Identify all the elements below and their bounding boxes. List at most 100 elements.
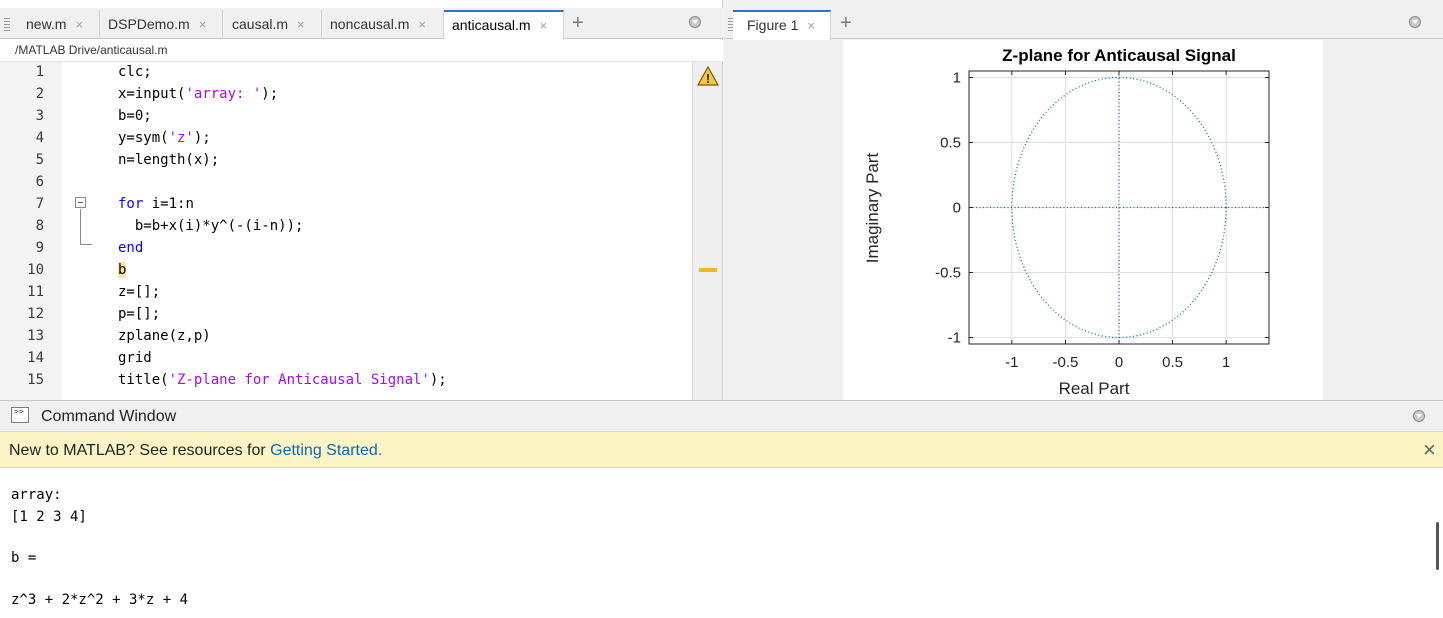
warning-icon[interactable]: ! [697, 66, 719, 86]
figure-menu-icon[interactable] [1409, 16, 1421, 28]
command-output-line: z^3 + 2*z^2 + 3*z + 4 [11, 592, 189, 608]
code-line-12[interactable]: p=[]; [118, 306, 160, 322]
tick-layer: -1 -0.5 0 0.5 1 1 0.5 0 -0.5 -1 [935, 70, 1269, 371]
fold-guide-end [80, 244, 92, 245]
code-line-7[interactable]: for i=1:n [118, 196, 194, 212]
y-tick-label: 0.5 [940, 135, 961, 152]
plot-layer [969, 71, 1269, 344]
editor-panel: new.m × DSPDemo.m × causal.m × noncausal.m ×… [0, 0, 723, 400]
code-text: n=length(x); [118, 152, 220, 168]
code-line-4[interactable]: y=sym('z'); [118, 130, 211, 146]
collapse-icon[interactable] [75, 197, 86, 208]
line-number: 8 [35, 218, 44, 234]
command-output-line: b = [11, 550, 37, 566]
line-number: 5 [35, 152, 44, 168]
code-text: title( [118, 372, 169, 388]
line-number: 3 [35, 108, 44, 124]
code-string: 'array: ' [185, 86, 262, 102]
command-window-title: Command Window [41, 408, 177, 425]
command-output-line: array: [11, 487, 62, 503]
getting-started-link[interactable]: Getting Started [270, 442, 378, 459]
code-string: 'z' [168, 130, 194, 146]
line-number: 12 [27, 306, 44, 322]
line-number: 2 [35, 86, 44, 102]
code-analyzer-bar [692, 62, 722, 400]
code-line-3[interactable]: b=0; [118, 108, 152, 124]
tab-figure-1[interactable]: Figure 1 × [733, 10, 831, 40]
tab-label: DSPDemo.m [108, 16, 190, 32]
code-line-15[interactable]: title('Z-plane for Anticausal Signal'); [118, 372, 447, 388]
x-tick-label: -0.5 [1052, 354, 1078, 371]
code-line-5[interactable]: n=length(x); [118, 152, 219, 168]
x-tick-label: 0 [1115, 354, 1123, 371]
code-line-1[interactable]: clc; [118, 64, 152, 80]
code-line-8[interactable]: b=b+x(i)*y^(-(i-n)); [118, 218, 304, 234]
tab-anticausal-m[interactable]: anticausal.m × [444, 10, 564, 40]
close-icon[interactable]: × [539, 18, 548, 33]
tab-label: anticausal.m [452, 17, 531, 33]
zplane-chart[interactable]: -1 -0.5 0 0.5 1 1 0.5 0 -0.5 -1 Z-plane for Antic… [843, 40, 1323, 400]
line-number: 4 [35, 130, 44, 146]
code-text: ); [429, 372, 447, 388]
line-number: 6 [35, 174, 44, 190]
line-number: 13 [27, 328, 44, 344]
tab-new-m[interactable]: new.m × [18, 10, 100, 39]
figure-canvas: -1 -0.5 0 0.5 1 1 0.5 0 -0.5 -1 Z-plane for Antic… [843, 40, 1323, 400]
close-icon[interactable]: × [75, 17, 84, 32]
y-tick-label: -1 [948, 330, 961, 347]
code-text: i=1:n [143, 196, 194, 212]
tab-noncausal-m[interactable]: noncausal.m × [322, 10, 444, 39]
code-text: grid [118, 350, 152, 366]
line-number: 15 [27, 372, 44, 388]
warning-glyph: ! [706, 71, 710, 86]
x-tick-label: 0.5 [1162, 354, 1183, 371]
code-line-10[interactable]: b [118, 262, 127, 278]
tab-label: causal.m [232, 16, 289, 32]
command-window-scrollbar[interactable] [1436, 522, 1439, 570]
code-text: ); [261, 86, 279, 102]
code-text: x=input( [118, 86, 186, 102]
tab-grip-icon[interactable] [728, 18, 734, 32]
code-text: ); [193, 130, 211, 146]
close-icon[interactable]: × [297, 17, 305, 32]
line-number: 9 [35, 240, 44, 256]
tab-causal-m[interactable]: causal.m × [224, 10, 322, 39]
code-line-11[interactable]: z=[]; [118, 284, 160, 300]
tab-label: new.m [26, 16, 67, 32]
tab-label: noncausal.m [330, 16, 410, 32]
code-line-14[interactable]: grid [118, 350, 152, 366]
code-string: 'Z-plane for Anticausal Signal' [168, 372, 430, 388]
close-icon[interactable]: × [807, 18, 815, 33]
editor-menu-icon[interactable] [689, 16, 701, 28]
tab-grip-icon[interactable] [4, 18, 10, 32]
y-tick-label: 1 [953, 70, 961, 87]
banner-close-icon[interactable]: × [1423, 437, 1436, 462]
close-icon[interactable]: × [198, 17, 207, 32]
code-line-9[interactable]: end [118, 240, 143, 256]
close-icon[interactable]: × [418, 17, 426, 32]
code-keyword: end [118, 240, 144, 256]
command-window-icon: >> [11, 407, 29, 423]
chart-title: Z-plane for Anticausal Signal [1002, 46, 1236, 65]
code-line-2[interactable]: x=input('array: '); [118, 86, 278, 102]
tab-label: Figure 1 [747, 17, 799, 33]
banner-message: New to MATLAB? See resources for [9, 442, 271, 459]
figure-panel: Figure 1 × + -1 -0.5 0 0.5 1 1 0.5 0 -0.5 -1 Z-pla… [724, 0, 1443, 400]
x-tick-label: 1 [1222, 354, 1230, 371]
command-window-header: >> Command Window [0, 401, 1443, 431]
code-text: clc; [118, 64, 152, 80]
fold-guide [80, 209, 81, 244]
add-figure-icon[interactable]: + [840, 12, 852, 34]
code-line-13[interactable]: zplane(z,p) [118, 328, 211, 344]
line-number: 14 [27, 350, 44, 366]
banner-period: . [377, 442, 383, 459]
command-window-menu-icon[interactable] [1413, 410, 1425, 422]
add-tab-icon[interactable]: + [572, 12, 584, 34]
warning-marker[interactable] [699, 268, 717, 272]
tab-dspdemo-m[interactable]: DSPDemo.m × [100, 10, 223, 39]
code-text: zplane(z,p) [118, 328, 211, 344]
line-number: 1 [35, 64, 44, 80]
code-text: y=sym( [118, 130, 169, 146]
code-text: z=[]; [118, 284, 161, 300]
line-number-gutter [0, 62, 62, 400]
